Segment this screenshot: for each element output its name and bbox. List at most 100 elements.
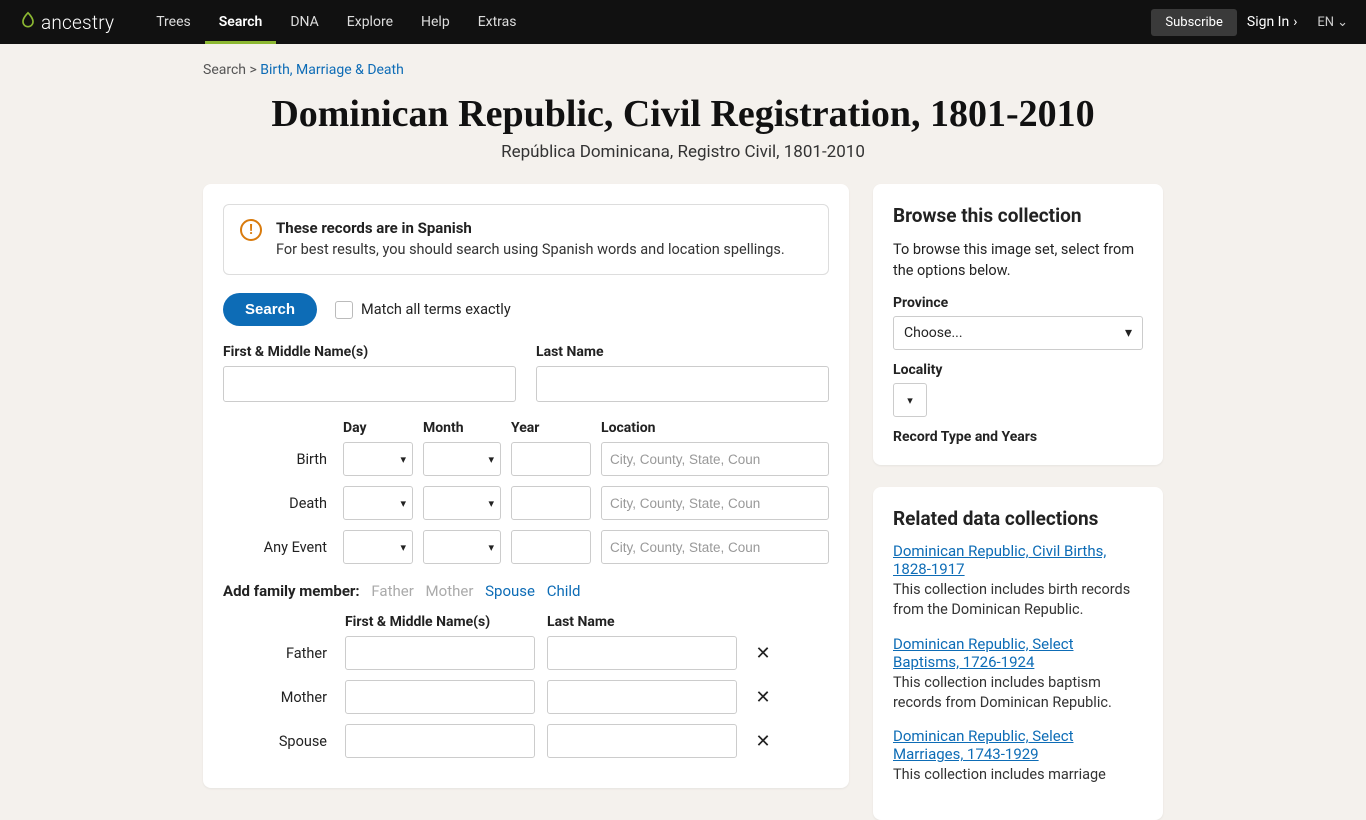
remove-mother-button[interactable]: ✕ — [749, 687, 777, 708]
birth-day-select[interactable]: ▾ — [343, 442, 413, 476]
father-last-input[interactable] — [547, 636, 737, 670]
record-type-label: Record Type and Years — [893, 429, 1143, 445]
first-name-input[interactable] — [223, 366, 516, 402]
browse-collection-card: Browse this collection To browse this im… — [873, 184, 1163, 465]
remove-spouse-button[interactable]: ✕ — [749, 731, 777, 752]
subscribe-button[interactable]: Subscribe — [1151, 9, 1236, 36]
any-location-input[interactable] — [601, 530, 829, 564]
related-link-0[interactable]: Dominican Republic, Civil Births, 1828-1… — [893, 542, 1143, 578]
alert-icon: ! — [240, 219, 262, 241]
add-mother: Mother — [426, 582, 474, 600]
chevron-down-icon: ▾ — [400, 541, 406, 554]
related-desc-2: This collection includes marriage — [893, 765, 1143, 785]
any-event-label: Any Event — [223, 539, 333, 556]
page-title: Dominican Republic, Civil Registration, … — [203, 92, 1163, 136]
nav-trees[interactable]: Trees — [142, 0, 205, 44]
logo[interactable]: ancestry — [18, 10, 114, 35]
any-year-input[interactable] — [511, 530, 591, 564]
search-button[interactable]: Search — [223, 293, 317, 326]
nav-search[interactable]: Search — [205, 0, 277, 44]
nav-extras[interactable]: Extras — [464, 0, 531, 44]
language-selector[interactable]: EN ⌄ — [1317, 15, 1348, 30]
death-year-input[interactable] — [511, 486, 591, 520]
match-all-checkbox[interactable] — [335, 301, 353, 319]
family-row-spouse: Spouse ✕ — [223, 724, 829, 758]
add-father: Father — [371, 582, 413, 600]
browse-text: To browse this image set, select from th… — [893, 239, 1143, 281]
birth-label: Birth — [223, 451, 333, 468]
browse-title: Browse this collection — [893, 204, 1143, 227]
event-row-any: Any Event ▾ ▾ — [223, 530, 829, 564]
nav-explore[interactable]: Explore — [333, 0, 407, 44]
add-child[interactable]: Child — [547, 582, 581, 600]
chevron-down-icon: ▾ — [400, 453, 406, 466]
province-value: Choose... — [904, 325, 963, 341]
logo-text: ancestry — [41, 11, 114, 34]
year-header: Year — [511, 420, 591, 436]
remove-father-button[interactable]: ✕ — [749, 643, 777, 664]
notice-text: For best results, you should search usin… — [276, 239, 785, 260]
death-month-select[interactable]: ▾ — [423, 486, 501, 520]
leaf-icon — [18, 10, 38, 35]
chevron-down-icon: ▾ — [907, 394, 913, 407]
main-nav: Trees Search DNA Explore Help Extras — [142, 0, 530, 44]
search-form-card: ! These records are in Spanish For best … — [203, 184, 849, 788]
related-desc-0: This collection includes birth records f… — [893, 580, 1143, 621]
language-notice: ! These records are in Spanish For best … — [223, 204, 829, 275]
chevron-down-icon: ▾ — [488, 497, 494, 510]
signin-link[interactable]: Sign In › — [1247, 14, 1298, 30]
birth-month-select[interactable]: ▾ — [423, 442, 501, 476]
last-name-label: Last Name — [536, 344, 829, 360]
signin-label: Sign In — [1247, 14, 1289, 30]
event-row-birth: Birth ▾ ▾ — [223, 442, 829, 476]
day-header: Day — [343, 420, 413, 436]
related-title: Related data collections — [893, 507, 1143, 530]
chevron-down-icon: ▾ — [1125, 325, 1132, 341]
nav-dna[interactable]: DNA — [276, 0, 332, 44]
page-subtitle: República Dominicana, Registro Civil, 18… — [203, 142, 1163, 162]
spouse-label: Spouse — [223, 733, 333, 750]
breadcrumb-root: Search — [203, 62, 246, 78]
mother-label: Mother — [223, 689, 333, 706]
father-first-input[interactable] — [345, 636, 535, 670]
related-desc-1: This collection includes baptism records… — [893, 673, 1143, 714]
add-family-member: Add family member: Father Mother Spouse … — [223, 582, 829, 600]
add-spouse[interactable]: Spouse — [485, 582, 535, 600]
chevron-right-icon: › — [1293, 14, 1297, 30]
breadcrumb: Search > Birth, Marriage & Death — [203, 62, 1163, 78]
month-header: Month — [423, 420, 501, 436]
locality-select[interactable]: ▾ — [893, 383, 927, 417]
death-day-select[interactable]: ▾ — [343, 486, 413, 520]
family-row-mother: Mother ✕ — [223, 680, 829, 714]
death-location-input[interactable] — [601, 486, 829, 520]
mother-last-input[interactable] — [547, 680, 737, 714]
birth-location-input[interactable] — [601, 442, 829, 476]
any-day-select[interactable]: ▾ — [343, 530, 413, 564]
match-all-label: Match all terms exactly — [361, 301, 511, 318]
related-collections-card: Related data collections Dominican Repub… — [873, 487, 1163, 819]
province-label: Province — [893, 295, 1143, 311]
spouse-last-input[interactable] — [547, 724, 737, 758]
chevron-down-icon: ⌄ — [1337, 15, 1348, 30]
notice-title: These records are in Spanish — [276, 219, 785, 237]
locality-label: Locality — [893, 362, 1143, 378]
breadcrumb-link[interactable]: Birth, Marriage & Death — [260, 62, 404, 78]
family-row-father: Father ✕ — [223, 636, 829, 670]
chevron-down-icon: ▾ — [488, 541, 494, 554]
family-last-header: Last Name — [547, 614, 737, 630]
first-name-label: First & Middle Name(s) — [223, 344, 516, 360]
lang-label: EN — [1317, 15, 1334, 30]
birth-year-input[interactable] — [511, 442, 591, 476]
add-family-label: Add family member: — [223, 582, 360, 600]
province-select[interactable]: Choose... ▾ — [893, 316, 1143, 350]
nav-help[interactable]: Help — [407, 0, 464, 44]
spouse-first-input[interactable] — [345, 724, 535, 758]
related-link-1[interactable]: Dominican Republic, Select Baptisms, 172… — [893, 635, 1143, 671]
topbar-right: Subscribe Sign In › EN ⌄ — [1151, 9, 1348, 36]
any-month-select[interactable]: ▾ — [423, 530, 501, 564]
location-header: Location — [601, 420, 829, 436]
last-name-input[interactable] — [536, 366, 829, 402]
chevron-down-icon: ▾ — [488, 453, 494, 466]
mother-first-input[interactable] — [345, 680, 535, 714]
related-link-2[interactable]: Dominican Republic, Select Marriages, 17… — [893, 727, 1143, 763]
